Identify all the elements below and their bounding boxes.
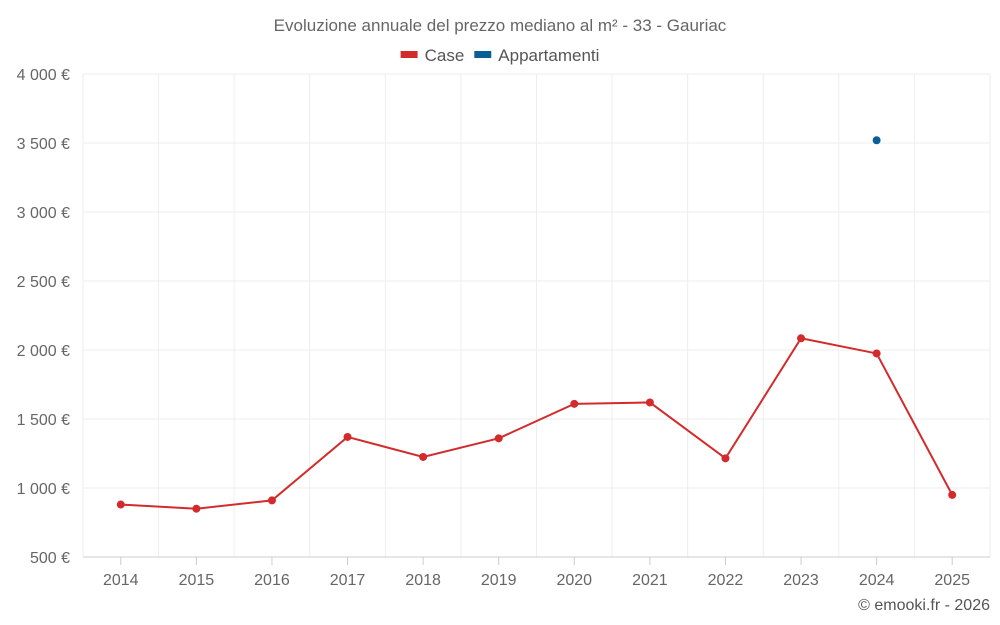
data-point-case-2018[interactable] (419, 452, 428, 461)
x-tick-label: 2015 (179, 572, 215, 589)
data-point-case-2023[interactable] (797, 334, 806, 343)
x-tick-label: 2014 (103, 572, 139, 589)
data-point-appartamenti-2024[interactable] (872, 136, 881, 145)
legend-swatch (474, 51, 492, 58)
x-tick-label: 2023 (783, 572, 819, 589)
legend-item-appartamenti[interactable]: Appartamenti (474, 46, 599, 65)
legend-label: Case (425, 46, 465, 65)
legend: Case Appartamenti (400, 46, 599, 65)
data-point-case-2024[interactable] (872, 349, 881, 358)
x-tick-label: 2017 (330, 572, 366, 589)
data-point-case-2022[interactable] (721, 454, 730, 463)
data-point-case-2025[interactable] (948, 490, 957, 499)
x-tick-label: 2019 (481, 572, 517, 589)
data-point-case-2019[interactable] (494, 434, 503, 443)
x-tick-label: 2022 (708, 572, 744, 589)
legend-label: Appartamenti (498, 46, 599, 65)
x-axis: 2014 2015 2016 2017 2018 2019 2020 2021 2022 2023… (83, 556, 990, 589)
credit-text: © emooki.fr - 2026 (858, 597, 990, 614)
x-tick-label: 2018 (405, 572, 441, 589)
y-tick-label: 1 500 € (17, 412, 70, 429)
legend-swatch (400, 51, 418, 58)
grid-lines (82, 73, 991, 557)
y-tick-label: 2 000 € (17, 343, 70, 360)
y-tick-label: 3 500 € (17, 136, 70, 153)
y-tick-label: 500 € (30, 550, 70, 567)
data-point-case-2014[interactable] (116, 500, 125, 509)
x-tick-label: 2021 (632, 572, 668, 589)
y-tick-label: 1 000 € (17, 481, 70, 498)
y-tick-label: 3 000 € (17, 205, 70, 222)
data-point-case-2021[interactable] (645, 398, 654, 407)
x-tick-label: 2025 (934, 572, 970, 589)
y-axis: 500 € 1 000 € 1 500 € 2 000 € 2 500 € 3 000 €… (17, 67, 70, 567)
x-tick-label: 2024 (859, 572, 895, 589)
data-point-case-2016[interactable] (267, 496, 276, 505)
x-tick-label: 2016 (254, 572, 290, 589)
chart-title: Evoluzione annuale del prezzo mediano al… (274, 16, 727, 35)
series-line-case (120, 337, 954, 510)
data-point-case-2020[interactable] (570, 399, 579, 408)
y-tick-label: 4 000 € (17, 67, 70, 84)
data-point-case-2015[interactable] (192, 504, 201, 513)
legend-item-case[interactable]: Case (400, 46, 465, 65)
y-tick-label: 2 500 € (17, 274, 70, 291)
data-point-case-2017[interactable] (343, 432, 352, 441)
x-tick-label: 2020 (556, 572, 592, 589)
series-layer (116, 136, 957, 513)
